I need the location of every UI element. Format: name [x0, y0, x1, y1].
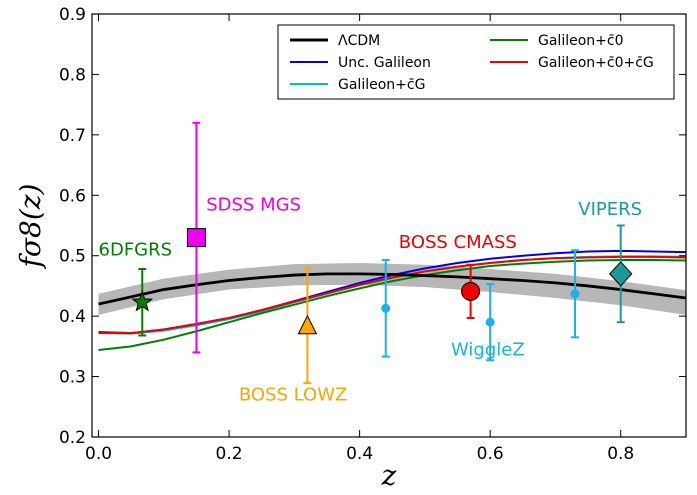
x-tick-label: 0.4: [346, 444, 373, 464]
marker-dot: [570, 289, 580, 299]
axis-ticks: 0.0 0.2 0.4 0.6 0.80.20.30.40.50.60.70.80.9: [59, 5, 686, 464]
annotation-sdss-mgs: SDSS MGS: [206, 194, 301, 215]
annotation-vipers: VIPERS: [578, 199, 642, 220]
plot-frame: [91, 13, 687, 438]
annotation-boss-cmass: BOSS CMASS: [399, 232, 517, 253]
y-tick-label: 0.4: [59, 307, 86, 327]
x-tick-label: 0.0: [85, 444, 112, 464]
data-point-wigglez: [381, 258, 391, 358]
marker-diamond: [609, 261, 633, 287]
data-point-6dfgrs: [131, 268, 154, 337]
marker-dot: [381, 303, 391, 313]
data-point-boss-cmass: [461, 263, 481, 319]
x-tick-label: 0.6: [477, 444, 504, 464]
marker-triangle: [297, 314, 318, 335]
x-axis-label: z: [381, 459, 397, 492]
y-tick-label: 0.5: [59, 247, 86, 267]
legend-label: Unc. Galileon: [338, 55, 431, 71]
y-tick-label: 0.3: [59, 368, 86, 388]
marker-square: [186, 228, 206, 248]
data-point-wigglez: [485, 283, 495, 362]
legend-label: Galileon+c̄0+c̄G: [538, 55, 654, 71]
y-tick-label: 0.9: [59, 5, 86, 25]
y-tick-label: 0.2: [59, 428, 86, 448]
marker-star: [131, 290, 154, 312]
data-point-wigglez: [570, 249, 580, 339]
marker-circle: [461, 281, 481, 301]
plot-area: SDSS MGS 6DFGRS BOSS CMASS VIPERS WiggleZ BOS…: [98, 121, 686, 406]
annotation-wigglez: WiggleZ: [451, 339, 525, 360]
legend-label: Galileon+c̄G: [338, 77, 425, 93]
y-tick-label: 0.8: [59, 65, 86, 85]
data-point-vipers: [609, 224, 633, 324]
y-tick-label: 0.7: [59, 126, 86, 146]
y-axis-label: fσ8(z): [14, 184, 47, 270]
legend-box: [277, 24, 675, 100]
x-tick-label: 0.8: [607, 444, 634, 464]
legend: ΛCDM Unc. Galileon Galileon+c̄G Galileon+c̄…: [277, 24, 675, 100]
legend-label: Galileon+c̄0: [538, 33, 623, 49]
data-point-sdss-mgs: [186, 121, 206, 354]
data-point-boss-lowz: [297, 267, 318, 385]
annotation-boss-lowz: BOSS LOWZ: [239, 385, 347, 406]
legend-label: ΛCDM: [338, 33, 380, 49]
marker-dot: [485, 317, 495, 327]
annotation-6dfgrs: 6DFGRS: [99, 240, 173, 261]
y-tick-label: 0.6: [59, 186, 86, 206]
lcdm-band: [98, 262, 686, 315]
x-tick-label: 0.2: [216, 444, 243, 464]
